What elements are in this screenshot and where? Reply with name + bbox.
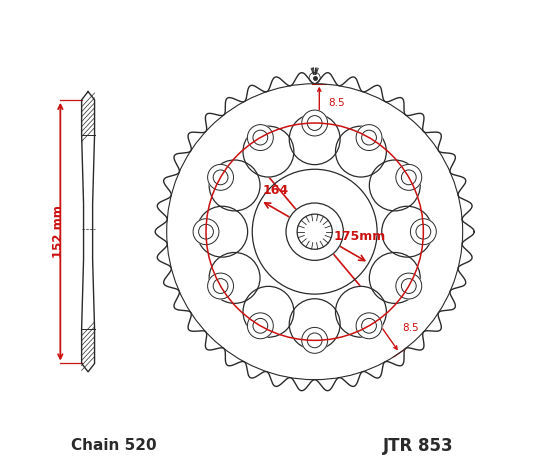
Circle shape: [302, 328, 328, 353]
Circle shape: [209, 160, 260, 211]
Circle shape: [370, 160, 420, 211]
Circle shape: [335, 286, 386, 337]
Polygon shape: [82, 92, 95, 372]
Circle shape: [290, 299, 340, 350]
Polygon shape: [155, 73, 474, 391]
Circle shape: [307, 333, 322, 348]
Text: Chain 520: Chain 520: [71, 439, 156, 453]
Circle shape: [396, 273, 422, 299]
Circle shape: [362, 130, 376, 145]
Circle shape: [290, 114, 340, 165]
Circle shape: [302, 110, 328, 136]
Circle shape: [243, 126, 294, 177]
Circle shape: [370, 253, 420, 303]
Text: 8.5: 8.5: [329, 98, 345, 109]
Circle shape: [382, 206, 433, 257]
Text: 152 mm: 152 mm: [52, 205, 64, 258]
Circle shape: [362, 318, 376, 333]
Circle shape: [209, 253, 260, 303]
Circle shape: [197, 206, 248, 257]
Circle shape: [213, 278, 228, 293]
Circle shape: [356, 124, 382, 151]
Circle shape: [213, 170, 228, 185]
Circle shape: [416, 224, 431, 239]
Circle shape: [356, 313, 382, 339]
Circle shape: [243, 286, 294, 337]
Text: JTR 853: JTR 853: [384, 437, 454, 455]
Circle shape: [248, 124, 273, 151]
Text: 164: 164: [262, 183, 288, 197]
Circle shape: [253, 318, 268, 333]
Circle shape: [253, 130, 268, 145]
Circle shape: [208, 164, 234, 190]
Circle shape: [248, 313, 273, 339]
Circle shape: [402, 170, 416, 185]
Circle shape: [286, 203, 343, 260]
Circle shape: [335, 126, 386, 177]
Circle shape: [199, 224, 213, 239]
Circle shape: [307, 116, 322, 131]
Text: 8.5: 8.5: [402, 322, 419, 333]
Circle shape: [193, 219, 219, 245]
Circle shape: [410, 219, 436, 245]
Circle shape: [396, 164, 422, 190]
Circle shape: [402, 278, 416, 293]
Circle shape: [297, 214, 332, 249]
Text: 175mm: 175mm: [333, 230, 385, 243]
Circle shape: [208, 273, 234, 299]
